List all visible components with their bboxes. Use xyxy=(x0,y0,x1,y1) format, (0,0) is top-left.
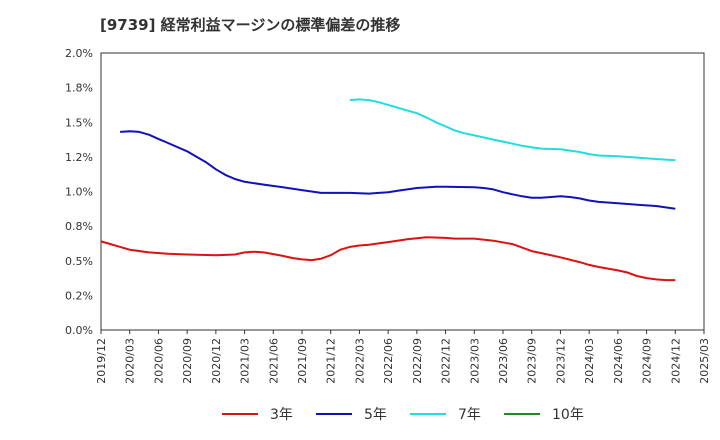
y-tick-label: 0.2% xyxy=(65,289,93,302)
legend-swatch xyxy=(222,413,258,415)
plot-area xyxy=(100,52,705,331)
x-tick-label: 2021/03 xyxy=(239,338,252,384)
x-tick-label: 2020/12 xyxy=(210,338,223,384)
y-tick-label: 1.8% xyxy=(65,82,93,95)
x-tick-label: 2021/09 xyxy=(296,338,309,384)
y-tick-label: 0.8% xyxy=(65,220,93,233)
x-tick-label: 2021/12 xyxy=(325,338,338,384)
x-tick-label: 2024/12 xyxy=(669,338,682,384)
x-tick-label: 2022/06 xyxy=(382,338,395,384)
legend-swatch xyxy=(410,413,446,415)
series-lines xyxy=(100,98,676,282)
x-tick-label: 2019/12 xyxy=(95,338,108,384)
x-tick-label: 2022/12 xyxy=(440,338,453,384)
x-tick-label: 2024/03 xyxy=(583,338,596,384)
legend-label: 3年 xyxy=(270,407,293,423)
x-tick-labels: 2019/12 2020/03 2020/06 2020/09 2020/12 2021/… xyxy=(95,338,711,384)
x-tick-label: 2020/06 xyxy=(152,338,165,384)
series-line-3年 xyxy=(100,236,676,282)
y-tick-label: 1.5% xyxy=(65,116,93,129)
axes xyxy=(100,52,705,334)
legend-item: 7年 xyxy=(410,402,481,426)
legend-item: 10年 xyxy=(504,402,584,426)
series-line-7年 xyxy=(349,98,676,162)
x-tick-label: 2025/03 xyxy=(698,338,711,384)
x-tick-label: 2022/03 xyxy=(353,338,366,384)
legend-item: 5年 xyxy=(316,402,387,426)
x-tick-label: 2020/09 xyxy=(181,338,194,384)
x-tick-label: 2024/06 xyxy=(612,338,625,384)
y-tick-label: 1.2% xyxy=(65,151,93,164)
x-tick-label: 2023/03 xyxy=(468,338,481,384)
y-tick-label: 1.0% xyxy=(65,186,93,199)
x-tick-label: 2022/09 xyxy=(411,338,424,384)
series-line-5年 xyxy=(120,130,676,210)
x-tick-label: 2021/06 xyxy=(267,338,280,384)
y-tick-labels: 0.0% 0.2% 0.5% 0.8% 1.0% 1.2% 1.5% 1.8% 2.0% xyxy=(65,47,93,337)
legend-label: 10年 xyxy=(552,407,584,423)
legend-swatch xyxy=(316,413,352,415)
x-tick-label: 2020/03 xyxy=(124,338,137,384)
x-tick-label: 2023/06 xyxy=(497,338,510,384)
y-tick-label: 0.5% xyxy=(65,255,93,268)
legend-label: 7年 xyxy=(458,407,481,423)
x-tick-label: 2024/09 xyxy=(641,338,654,384)
legend-label: 5年 xyxy=(364,407,387,423)
y-tick-label: 0.0% xyxy=(65,324,93,337)
line-chart: 0.0% 0.2% 0.5% 0.8% 1.0% 1.2% 1.5% 1.8% 2.0% 201… xyxy=(65,47,711,384)
chart-title: [9739] 経常利益マージンの標準偏差の推移 xyxy=(100,16,401,34)
legend-item: 3年 xyxy=(222,402,293,426)
legend-swatch xyxy=(504,413,540,415)
legend: 3年 5年 7年 10年 xyxy=(0,402,720,426)
x-tick-label: 2023/12 xyxy=(554,338,567,384)
x-tick-label: 2023/09 xyxy=(526,338,539,384)
y-tick-label: 2.0% xyxy=(65,47,93,60)
